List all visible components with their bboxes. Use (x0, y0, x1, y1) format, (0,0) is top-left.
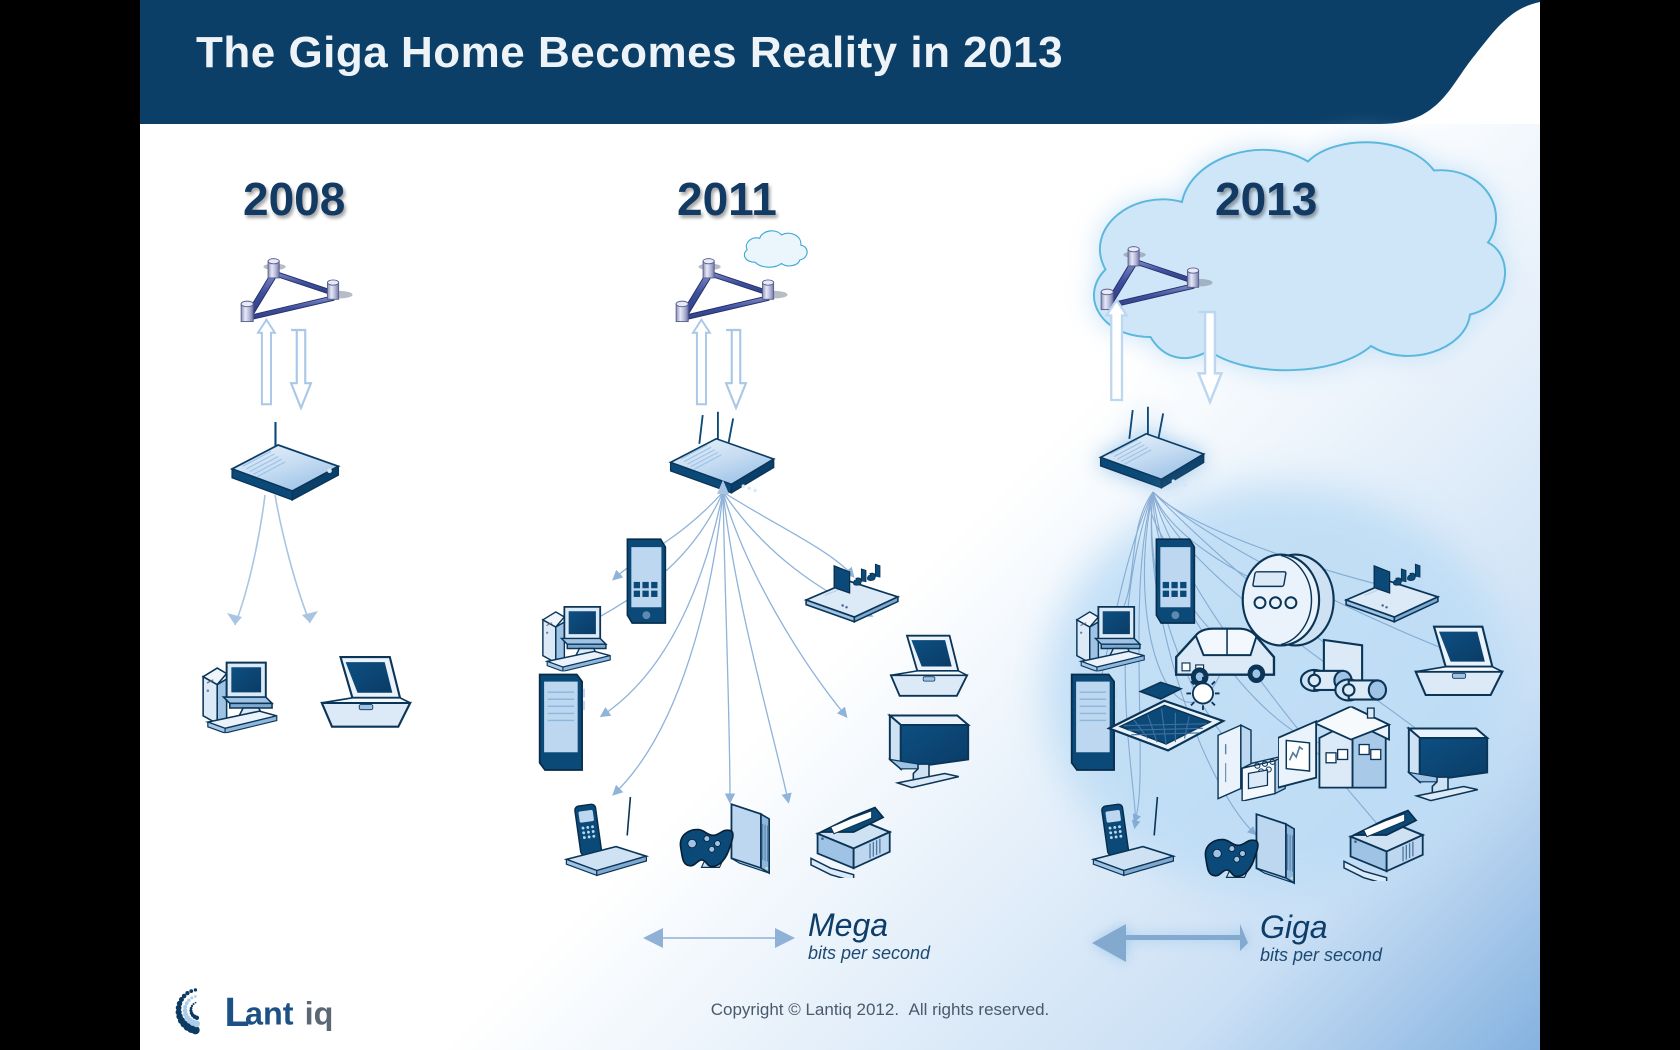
svg-text:ant: ant (245, 995, 294, 1031)
svg-text:iq: iq (305, 995, 334, 1031)
